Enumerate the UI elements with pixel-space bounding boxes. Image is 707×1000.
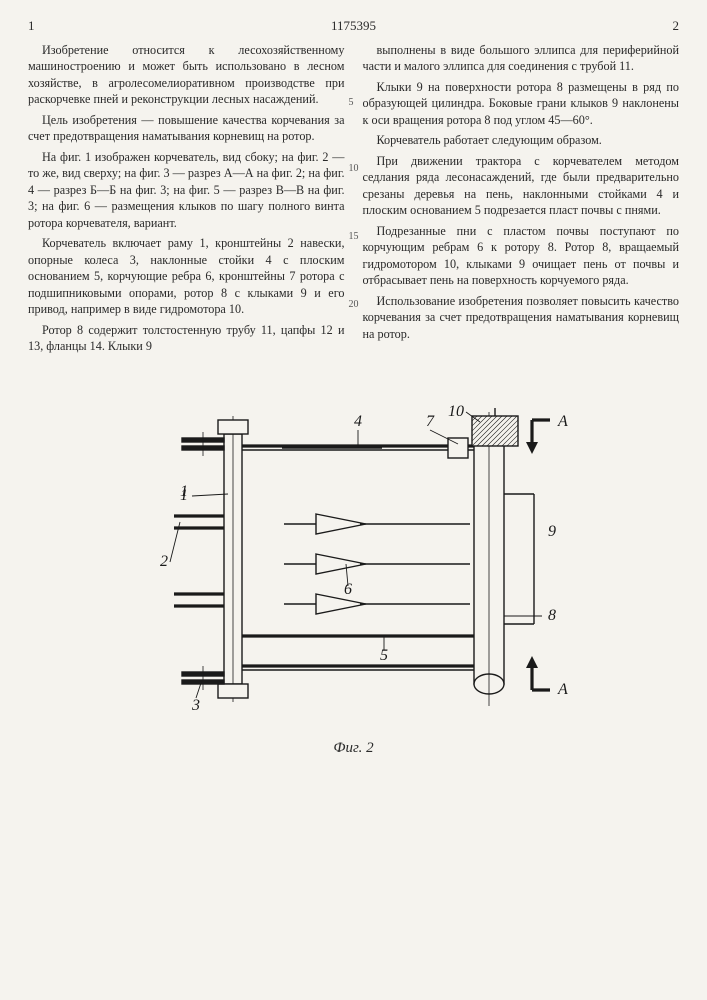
line-mark: 20 bbox=[349, 298, 359, 312]
svg-text:А: А bbox=[557, 681, 568, 698]
svg-text:7: 7 bbox=[426, 413, 435, 430]
line-mark: 10 bbox=[349, 162, 359, 176]
line-mark: 15 bbox=[349, 230, 359, 244]
svg-text:1: 1 bbox=[180, 487, 188, 504]
para: Корчеватель включает раму 1, кронштейны … bbox=[28, 235, 345, 317]
para: Подрезанные пни с пластом почвы поступаю… bbox=[363, 223, 680, 289]
figure-diagram: 112345678910АА bbox=[134, 396, 574, 726]
para: выполнены в виде большого эллипса для пе… bbox=[363, 42, 680, 75]
para: Клыки 9 на поверхности ротора 8 размещен… bbox=[363, 79, 680, 128]
col-number-right: 2 bbox=[673, 18, 680, 34]
svg-text:3: 3 bbox=[191, 697, 200, 714]
document-number: 1175395 bbox=[331, 18, 376, 34]
para: Цель изобретения — повышение качества ко… bbox=[28, 112, 345, 145]
para: Использование изобретения позволяет повы… bbox=[363, 293, 680, 342]
text-columns: Изобретение относится к лесохозяйственно… bbox=[28, 42, 679, 358]
para: Ротор 8 содержит толстостенную трубу 11,… bbox=[28, 322, 345, 355]
svg-text:А: А bbox=[557, 413, 568, 430]
svg-text:4: 4 bbox=[354, 413, 362, 430]
svg-text:10: 10 bbox=[448, 403, 464, 420]
para: На фиг. 1 изображен корчеватель, вид сбо… bbox=[28, 149, 345, 231]
line-mark: 5 bbox=[349, 96, 354, 110]
svg-text:2: 2 bbox=[160, 553, 168, 570]
para: Изобретение относится к лесохозяйственно… bbox=[28, 42, 345, 108]
column-right: 5 10 15 20 выполнены в виде большого элл… bbox=[363, 42, 680, 358]
svg-text:8: 8 bbox=[548, 607, 556, 624]
figure-caption: Фиг. 2 bbox=[28, 740, 679, 757]
svg-text:9: 9 bbox=[548, 523, 556, 540]
column-left: Изобретение относится к лесохозяйственно… bbox=[28, 42, 345, 358]
para: При движении трактора с корчевателем мет… bbox=[363, 153, 680, 219]
col-number-left: 1 bbox=[28, 18, 35, 34]
para: Корчеватель работает следующим образом. bbox=[363, 132, 680, 148]
